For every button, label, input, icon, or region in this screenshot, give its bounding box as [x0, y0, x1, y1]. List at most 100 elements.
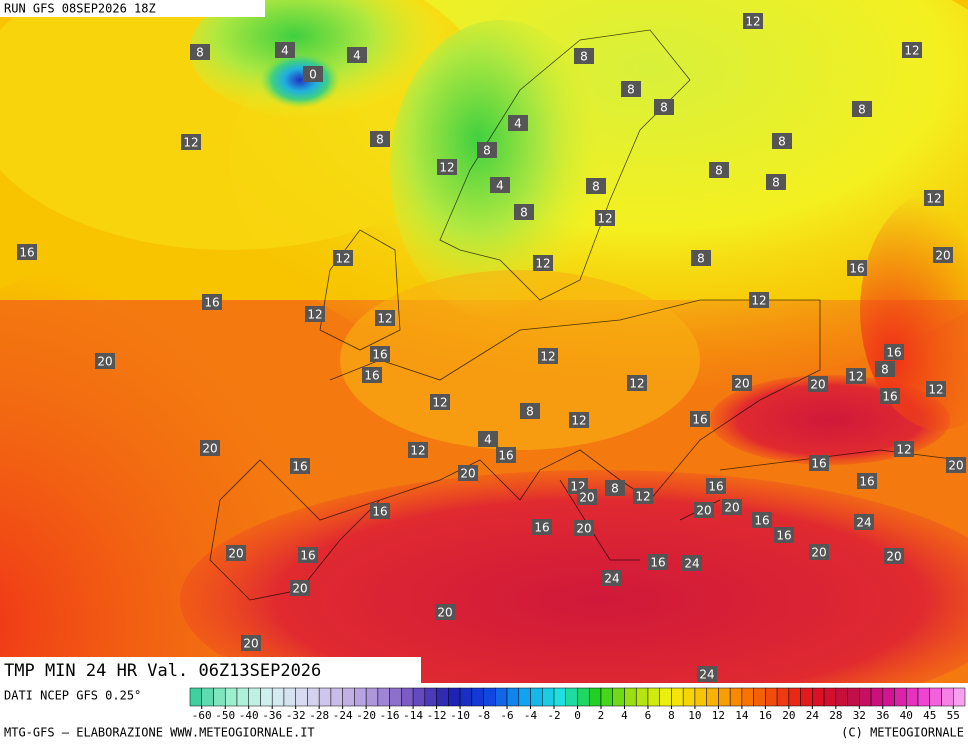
- map-label-text: 16: [364, 369, 379, 383]
- map-label-text: 8: [592, 180, 600, 194]
- map-label-box: [772, 133, 792, 149]
- colorbar-cell: [917, 687, 931, 707]
- map-label: 16: [752, 512, 772, 528]
- map-label-text: 16: [498, 449, 513, 463]
- map-label-text: 20: [734, 377, 749, 391]
- colorbar: -60 -50 -40 -36 -32 -28 -24 -20 -16 -14 -12 -10 -8 -6…: [189, 687, 966, 722]
- colorbar-cell: [659, 687, 672, 707]
- map-label-text: 16: [534, 521, 549, 535]
- map-label: 8: [574, 48, 594, 64]
- map-label: 20: [809, 544, 829, 560]
- colorbar-cell: [295, 687, 308, 707]
- map-label-text: 8: [376, 133, 384, 147]
- map-label-text: 8: [660, 101, 668, 115]
- map-label-box: [809, 544, 829, 560]
- colorbar-cell: [213, 687, 226, 707]
- map-label-box: [722, 499, 742, 515]
- map-label-box: [17, 244, 37, 260]
- colorbar-cell: [870, 687, 884, 707]
- map-label-box: [333, 250, 353, 266]
- map-label-text: 8: [611, 482, 619, 496]
- map-label-box: [437, 159, 457, 175]
- map-label: 20: [290, 580, 310, 596]
- map-label: 8: [370, 131, 390, 147]
- colorbar-cell: [882, 687, 895, 707]
- map-label: 20: [458, 465, 478, 481]
- map-label-box: [706, 478, 726, 494]
- map-label-text: 12: [335, 252, 350, 266]
- map-label: 20: [946, 457, 966, 473]
- map-label-box: [586, 178, 606, 194]
- map-label-text: 4: [281, 44, 289, 58]
- map-label-box: [602, 570, 622, 586]
- map-label-box: [533, 255, 553, 271]
- map-label-box: [924, 190, 944, 206]
- colorbar-cell: [682, 687, 696, 707]
- map-label: 8: [875, 361, 895, 377]
- map-label: 4: [508, 115, 528, 131]
- map-label-box: [290, 580, 310, 596]
- colorbar-label: -40: [239, 709, 259, 722]
- map-label: 16: [880, 388, 900, 404]
- map-label-box: [190, 44, 210, 60]
- colorbar-label: -24: [333, 709, 353, 722]
- map-label-text: 12: [597, 212, 612, 226]
- colorbar-cell: [436, 687, 449, 707]
- colorbar-cell: [401, 687, 414, 707]
- colorbar-label: -32: [286, 709, 306, 722]
- map-label-box: [690, 411, 710, 427]
- map-label-box: [621, 81, 641, 97]
- map-label-box: [627, 375, 647, 391]
- colorbar-cell: [424, 687, 437, 707]
- map-label-box: [370, 503, 390, 519]
- map-label-box: [241, 635, 261, 651]
- map-label: 12: [846, 368, 866, 384]
- colorbar-cell: [189, 687, 202, 707]
- map-label-text: 12: [571, 414, 586, 428]
- map-label-text: 20: [935, 249, 950, 263]
- colorbar-cell: [342, 687, 355, 707]
- map-label: 20: [577, 489, 597, 505]
- map-label-box: [532, 519, 552, 535]
- map-label-box: [514, 204, 534, 220]
- map-label: 16: [202, 294, 222, 310]
- map-label: 16: [706, 478, 726, 494]
- map-label-box: [490, 177, 510, 193]
- colorbar-label: 55: [947, 709, 960, 722]
- map-label-text: 24: [604, 572, 619, 586]
- colorbar-cell: [565, 687, 578, 707]
- colorbar-cell: [647, 687, 660, 707]
- map-label-text: 8: [697, 252, 705, 266]
- colorbar-label: -50: [215, 709, 235, 722]
- map-label-text: 24: [684, 557, 699, 571]
- map-label-text: 8: [580, 50, 588, 64]
- credit-right: (C) METEOGIORNALE: [841, 726, 964, 740]
- map-label-box: [633, 488, 653, 504]
- map-label: 20: [722, 499, 742, 515]
- colorbar-cell: [553, 687, 567, 707]
- map-label: 0: [303, 66, 323, 82]
- map-label: 20: [226, 545, 246, 561]
- colorbar-cell: [389, 687, 402, 707]
- map-label: 20: [574, 520, 594, 536]
- map-label-box: [875, 361, 895, 377]
- colorbar-cell: [929, 687, 942, 707]
- colorbar-cell: [859, 687, 872, 707]
- colorbar-label: -2: [547, 709, 560, 722]
- map-label-box: [305, 306, 325, 322]
- map-label-text: 0: [309, 68, 317, 82]
- colorbar-cell: [495, 687, 508, 707]
- map-label-text: 16: [811, 457, 826, 471]
- source: DATI NCEP GFS 0.25°: [4, 689, 141, 703]
- colorbar-cell: [694, 687, 707, 707]
- map-label-box: [538, 348, 558, 364]
- map-label: 12: [569, 412, 589, 428]
- map-label-text: 12: [307, 308, 322, 322]
- colorbar-cell: [941, 687, 954, 707]
- map-label-text: 4: [484, 433, 492, 447]
- map-label-box: [298, 547, 318, 563]
- coastlines: [209, 29, 961, 601]
- map-label: 8: [654, 99, 674, 115]
- map-label: 12: [333, 250, 353, 266]
- map-label: 16: [532, 519, 552, 535]
